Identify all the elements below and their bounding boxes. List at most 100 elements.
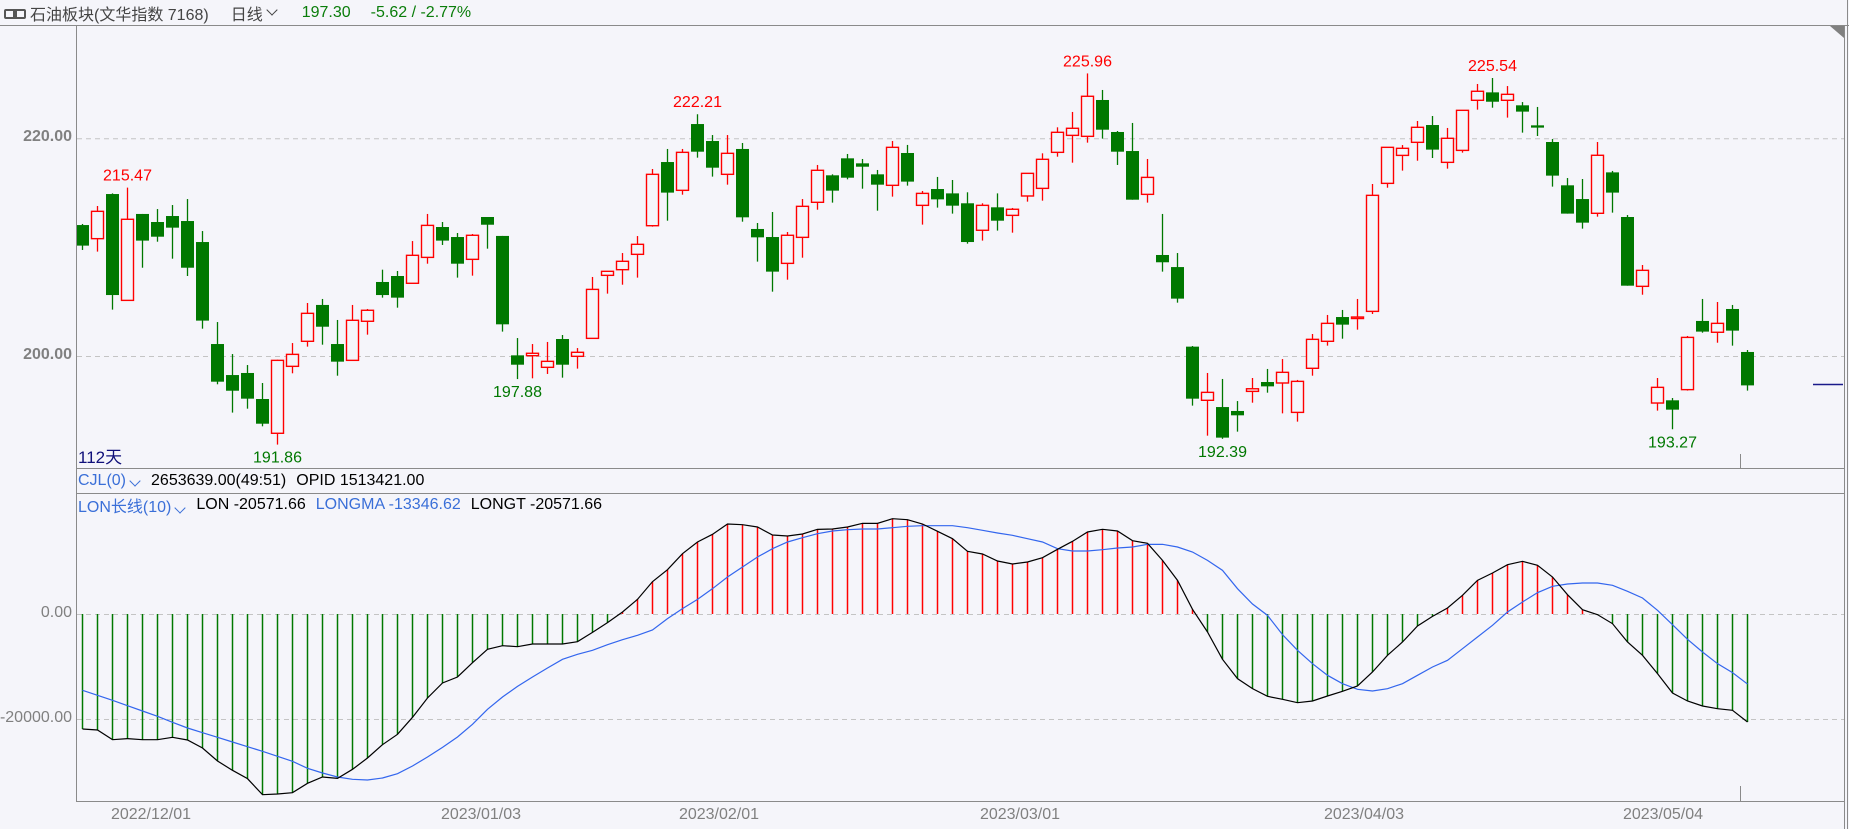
candle-down bbox=[1336, 309, 1349, 339]
low-price-label: 193.27 bbox=[1648, 434, 1697, 451]
lon-indicator-selector[interactable]: LON长线(10) bbox=[78, 493, 188, 517]
candle-body bbox=[256, 398, 269, 424]
candle-down bbox=[991, 193, 1004, 231]
candle-up bbox=[1275, 359, 1290, 414]
candle-body bbox=[211, 344, 224, 382]
candle-down bbox=[1231, 401, 1244, 432]
candle-body bbox=[1305, 338, 1320, 370]
candle-body bbox=[226, 375, 239, 391]
candle-up bbox=[1290, 379, 1305, 422]
candle-body bbox=[1080, 95, 1095, 138]
candle-body bbox=[915, 192, 930, 207]
candle-down bbox=[77, 223, 89, 250]
y-tick-label: -20000.00 bbox=[0, 709, 72, 726]
candle-body bbox=[1245, 388, 1260, 393]
candle-down bbox=[856, 158, 869, 189]
candle-body bbox=[285, 353, 300, 368]
corner-triangle-icon[interactable] bbox=[1830, 26, 1844, 38]
candle-up bbox=[645, 168, 660, 227]
candle-down bbox=[1426, 115, 1439, 159]
chevron-down-icon bbox=[129, 475, 141, 487]
candle-body bbox=[1231, 410, 1244, 416]
candle-down bbox=[1486, 77, 1499, 108]
candle-body bbox=[376, 281, 389, 296]
candle-body bbox=[946, 193, 959, 206]
candle-down bbox=[1156, 213, 1169, 272]
candle-body bbox=[1050, 131, 1065, 154]
candle-down bbox=[841, 153, 854, 180]
candle-body bbox=[871, 174, 884, 185]
candle-down bbox=[496, 235, 509, 332]
chevron-down-icon bbox=[174, 502, 187, 514]
candle-body bbox=[780, 234, 795, 265]
candle-body bbox=[1065, 127, 1080, 137]
candle-down bbox=[1576, 179, 1589, 229]
candle-down bbox=[241, 365, 254, 409]
candle-body bbox=[1726, 308, 1739, 331]
candle-up bbox=[1245, 377, 1260, 403]
candle-up bbox=[600, 270, 615, 294]
candle-body bbox=[166, 216, 179, 228]
candle-up bbox=[1365, 184, 1380, 314]
candle-body bbox=[961, 203, 974, 243]
candle-body bbox=[1710, 322, 1725, 333]
candle-down bbox=[391, 270, 404, 308]
candle-down bbox=[316, 298, 329, 345]
x-tick-label: 2023/05/04 bbox=[1622, 806, 1704, 823]
candle-up bbox=[810, 164, 825, 210]
candle-body bbox=[1546, 142, 1559, 176]
x-tick-label: 2023/04/03 bbox=[1323, 806, 1405, 823]
candle-body bbox=[540, 360, 555, 369]
lon-row: LON长线(10) LON -20571.66 LONGMA -13346.62… bbox=[78, 494, 602, 516]
candle-body bbox=[391, 275, 404, 298]
candle-down bbox=[931, 176, 944, 208]
candle-body bbox=[1171, 267, 1184, 299]
y-tick-label: 200.00 bbox=[23, 346, 72, 363]
candle-body bbox=[120, 218, 135, 302]
candle-body bbox=[106, 194, 119, 296]
candle-up bbox=[465, 233, 480, 276]
high-price-label: 225.96 bbox=[1063, 53, 1112, 70]
candle-up bbox=[1650, 377, 1665, 411]
candle-down bbox=[1621, 215, 1634, 286]
candle-up bbox=[345, 304, 360, 362]
candle-body bbox=[496, 235, 509, 325]
opid-value: OPID 1513421.00 bbox=[296, 472, 425, 489]
candle-body bbox=[841, 158, 854, 178]
candle-up bbox=[360, 308, 375, 335]
candle-body bbox=[181, 221, 194, 268]
candle-body bbox=[556, 339, 569, 365]
candle-body bbox=[1336, 317, 1349, 325]
candle-down bbox=[331, 319, 344, 376]
candle-up bbox=[1350, 298, 1365, 330]
candle-body bbox=[1635, 269, 1650, 288]
longt-value: LONGT -20571.66 bbox=[470, 496, 603, 513]
candle-down bbox=[871, 169, 884, 211]
candle-up bbox=[1005, 207, 1020, 233]
candle-body bbox=[901, 152, 914, 182]
candle-body bbox=[1156, 254, 1169, 263]
candle-up bbox=[1305, 334, 1320, 376]
candle-up bbox=[615, 253, 630, 285]
candle-down bbox=[166, 205, 179, 259]
candle-down bbox=[961, 192, 974, 244]
period-selector[interactable]: 日线 bbox=[231, 1, 280, 25]
candle-body bbox=[300, 312, 315, 343]
lon-value: LON -20571.66 bbox=[196, 496, 306, 513]
cjl-row: CJL(0) 2653639.00(49:51) OPID 1513421.00 bbox=[78, 470, 424, 492]
candle-body bbox=[1365, 194, 1380, 313]
candle-body bbox=[1186, 346, 1199, 399]
candle-body bbox=[1096, 99, 1109, 130]
x-tick-label: 2023/02/01 bbox=[678, 806, 760, 823]
candle-down bbox=[226, 354, 239, 413]
cjl-indicator-selector[interactable]: CJL(0) bbox=[78, 472, 143, 490]
candle-down bbox=[1516, 102, 1529, 133]
candle-up bbox=[90, 206, 105, 252]
candle-up bbox=[1140, 158, 1155, 203]
candle-up bbox=[1200, 372, 1215, 436]
link-icon[interactable] bbox=[4, 7, 26, 19]
last-price: 197.30 bbox=[301, 3, 351, 21]
candle-body bbox=[706, 141, 719, 168]
candle-body bbox=[795, 205, 810, 239]
